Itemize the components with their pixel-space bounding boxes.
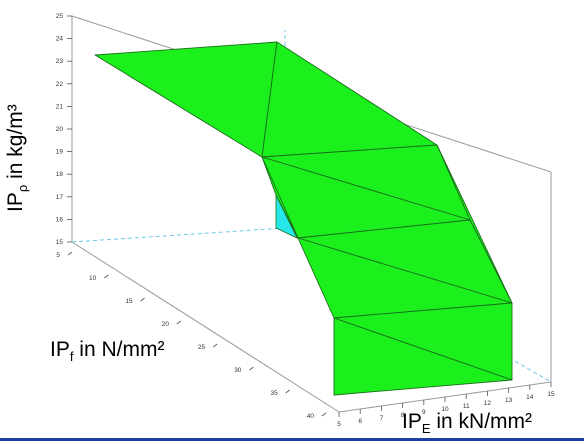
vertical-axis-tick-label: 21	[56, 103, 64, 110]
horizontal-axis-ticks: 5 6 7 8 9 10 11 12 13 14 15	[337, 382, 555, 428]
depth-axis-tick	[140, 297, 145, 302]
vertical-axis-tick-label: 20	[56, 126, 64, 133]
vertical-axis-tick-label: 23	[56, 58, 64, 65]
depth-axis-tick	[285, 389, 290, 394]
vertical-axis-tick-label: 19	[56, 149, 64, 156]
horizontal-axis-tick-label: 7	[380, 415, 384, 422]
depth-axis-tick	[176, 320, 182, 325]
horizontal-axis-tick-label: 6	[358, 418, 362, 425]
depth-axis-tick	[104, 274, 109, 279]
vertical-axis-tick-label: 18	[56, 171, 64, 178]
depth-axis-tick	[67, 251, 73, 256]
vertical-axis-tick-label: 24	[56, 36, 64, 43]
vertical-axis-tick-label: 15	[56, 239, 64, 246]
depth-axis-tick	[249, 366, 254, 371]
vertical-axis-tick-label: 17	[56, 194, 64, 201]
vertical-axis-label: IPρ in kg/m³	[4, 104, 31, 212]
depth-axis-tick-label: 10	[89, 275, 97, 282]
horizontal-axis-tick-label: 13	[505, 397, 513, 404]
horizontal-axis-tick-label: 10	[441, 406, 449, 413]
surface-facet	[333, 317, 513, 396]
depth-axis-tick-label: 30	[234, 367, 242, 374]
depth-axis-tick-label: 25	[198, 344, 206, 351]
horizontal-axis-tick-label: 5	[337, 421, 341, 428]
surface-facet	[261, 41, 438, 158]
depth-axis-tick-label: 35	[270, 390, 278, 397]
depth-axis-tick-label: 15	[125, 298, 133, 305]
horizontal-axis-tick-label: 12	[484, 400, 492, 407]
horizontal-axis-tick-label: 9	[422, 409, 426, 416]
horizontal-axis-tick-label: 15	[547, 391, 555, 398]
surface-mesh	[94, 41, 513, 396]
depth-axis-label: IPf in N/mm²	[50, 338, 165, 365]
horizontal-axis-tick-label: 11	[463, 403, 470, 410]
surface-facet	[94, 41, 278, 158]
depth-axis-tick	[321, 412, 327, 417]
surface-facet	[261, 156, 299, 239]
depth-axis-tick	[212, 343, 218, 348]
vertical-axis-tick-label: 16	[56, 216, 64, 223]
horizontal-axis-tick-label: 8	[401, 412, 405, 419]
horizontal-axis-tick-label: 14	[526, 394, 534, 401]
vertical-axis-ticks: 15 16 17 18 19 20 21 22 23 24 25	[56, 13, 72, 246]
horizontal-axis-label: IPE in kN/mm²	[402, 410, 533, 437]
depth-axis-tick-label: 40	[307, 413, 315, 420]
vertical-axis-tick-label: 22	[56, 81, 64, 88]
footer-rule	[0, 438, 584, 441]
depth-axis-tick-label: 20	[162, 321, 170, 328]
depth-axis-ticks: 5 10 15 20 25 30 35 40	[56, 251, 327, 420]
depth-axis-tick-label: 5	[56, 252, 60, 259]
vertical-axis-tick-label: 25	[56, 13, 64, 20]
